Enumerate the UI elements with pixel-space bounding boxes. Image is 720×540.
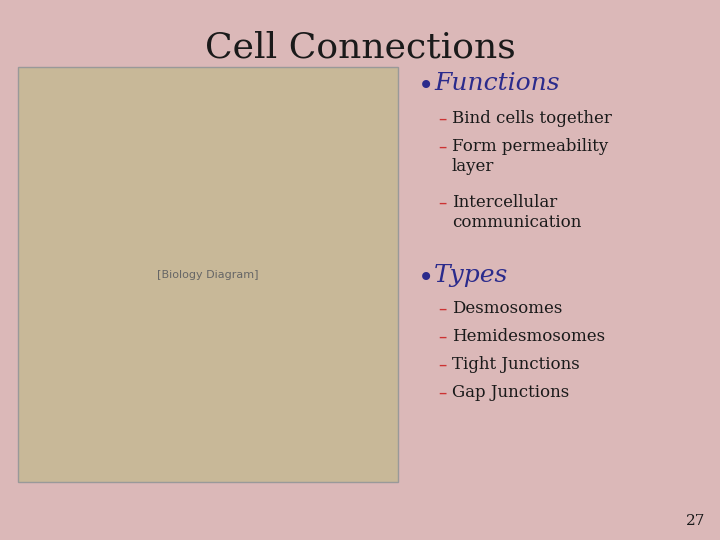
Text: Form permeability
layer: Form permeability layer [452,138,608,174]
Bar [18,67,398,482]
Text: •: • [418,264,434,292]
Text: Bind cells together: Bind cells together [452,110,612,127]
Text: [Biology Diagram]: [Biology Diagram] [157,269,258,280]
Text: Functions: Functions [434,72,559,95]
Text: –: – [438,384,446,402]
Text: Cell Connections: Cell Connections [204,30,516,64]
Text: Desmosomes: Desmosomes [452,300,562,317]
Text: –: – [438,194,446,212]
Text: –: – [438,328,446,346]
Text: –: – [438,138,446,156]
Text: Hemidesmosomes: Hemidesmosomes [452,328,605,345]
Text: Gap Junctions: Gap Junctions [452,384,570,401]
Text: Tight Junctions: Tight Junctions [452,356,580,373]
Text: 27: 27 [685,514,705,528]
Text: Types: Types [434,264,508,287]
Text: –: – [438,356,446,374]
Text: •: • [418,72,434,100]
Text: –: – [438,110,446,128]
Text: Intercellular
communication: Intercellular communication [452,194,581,231]
Text: –: – [438,300,446,318]
